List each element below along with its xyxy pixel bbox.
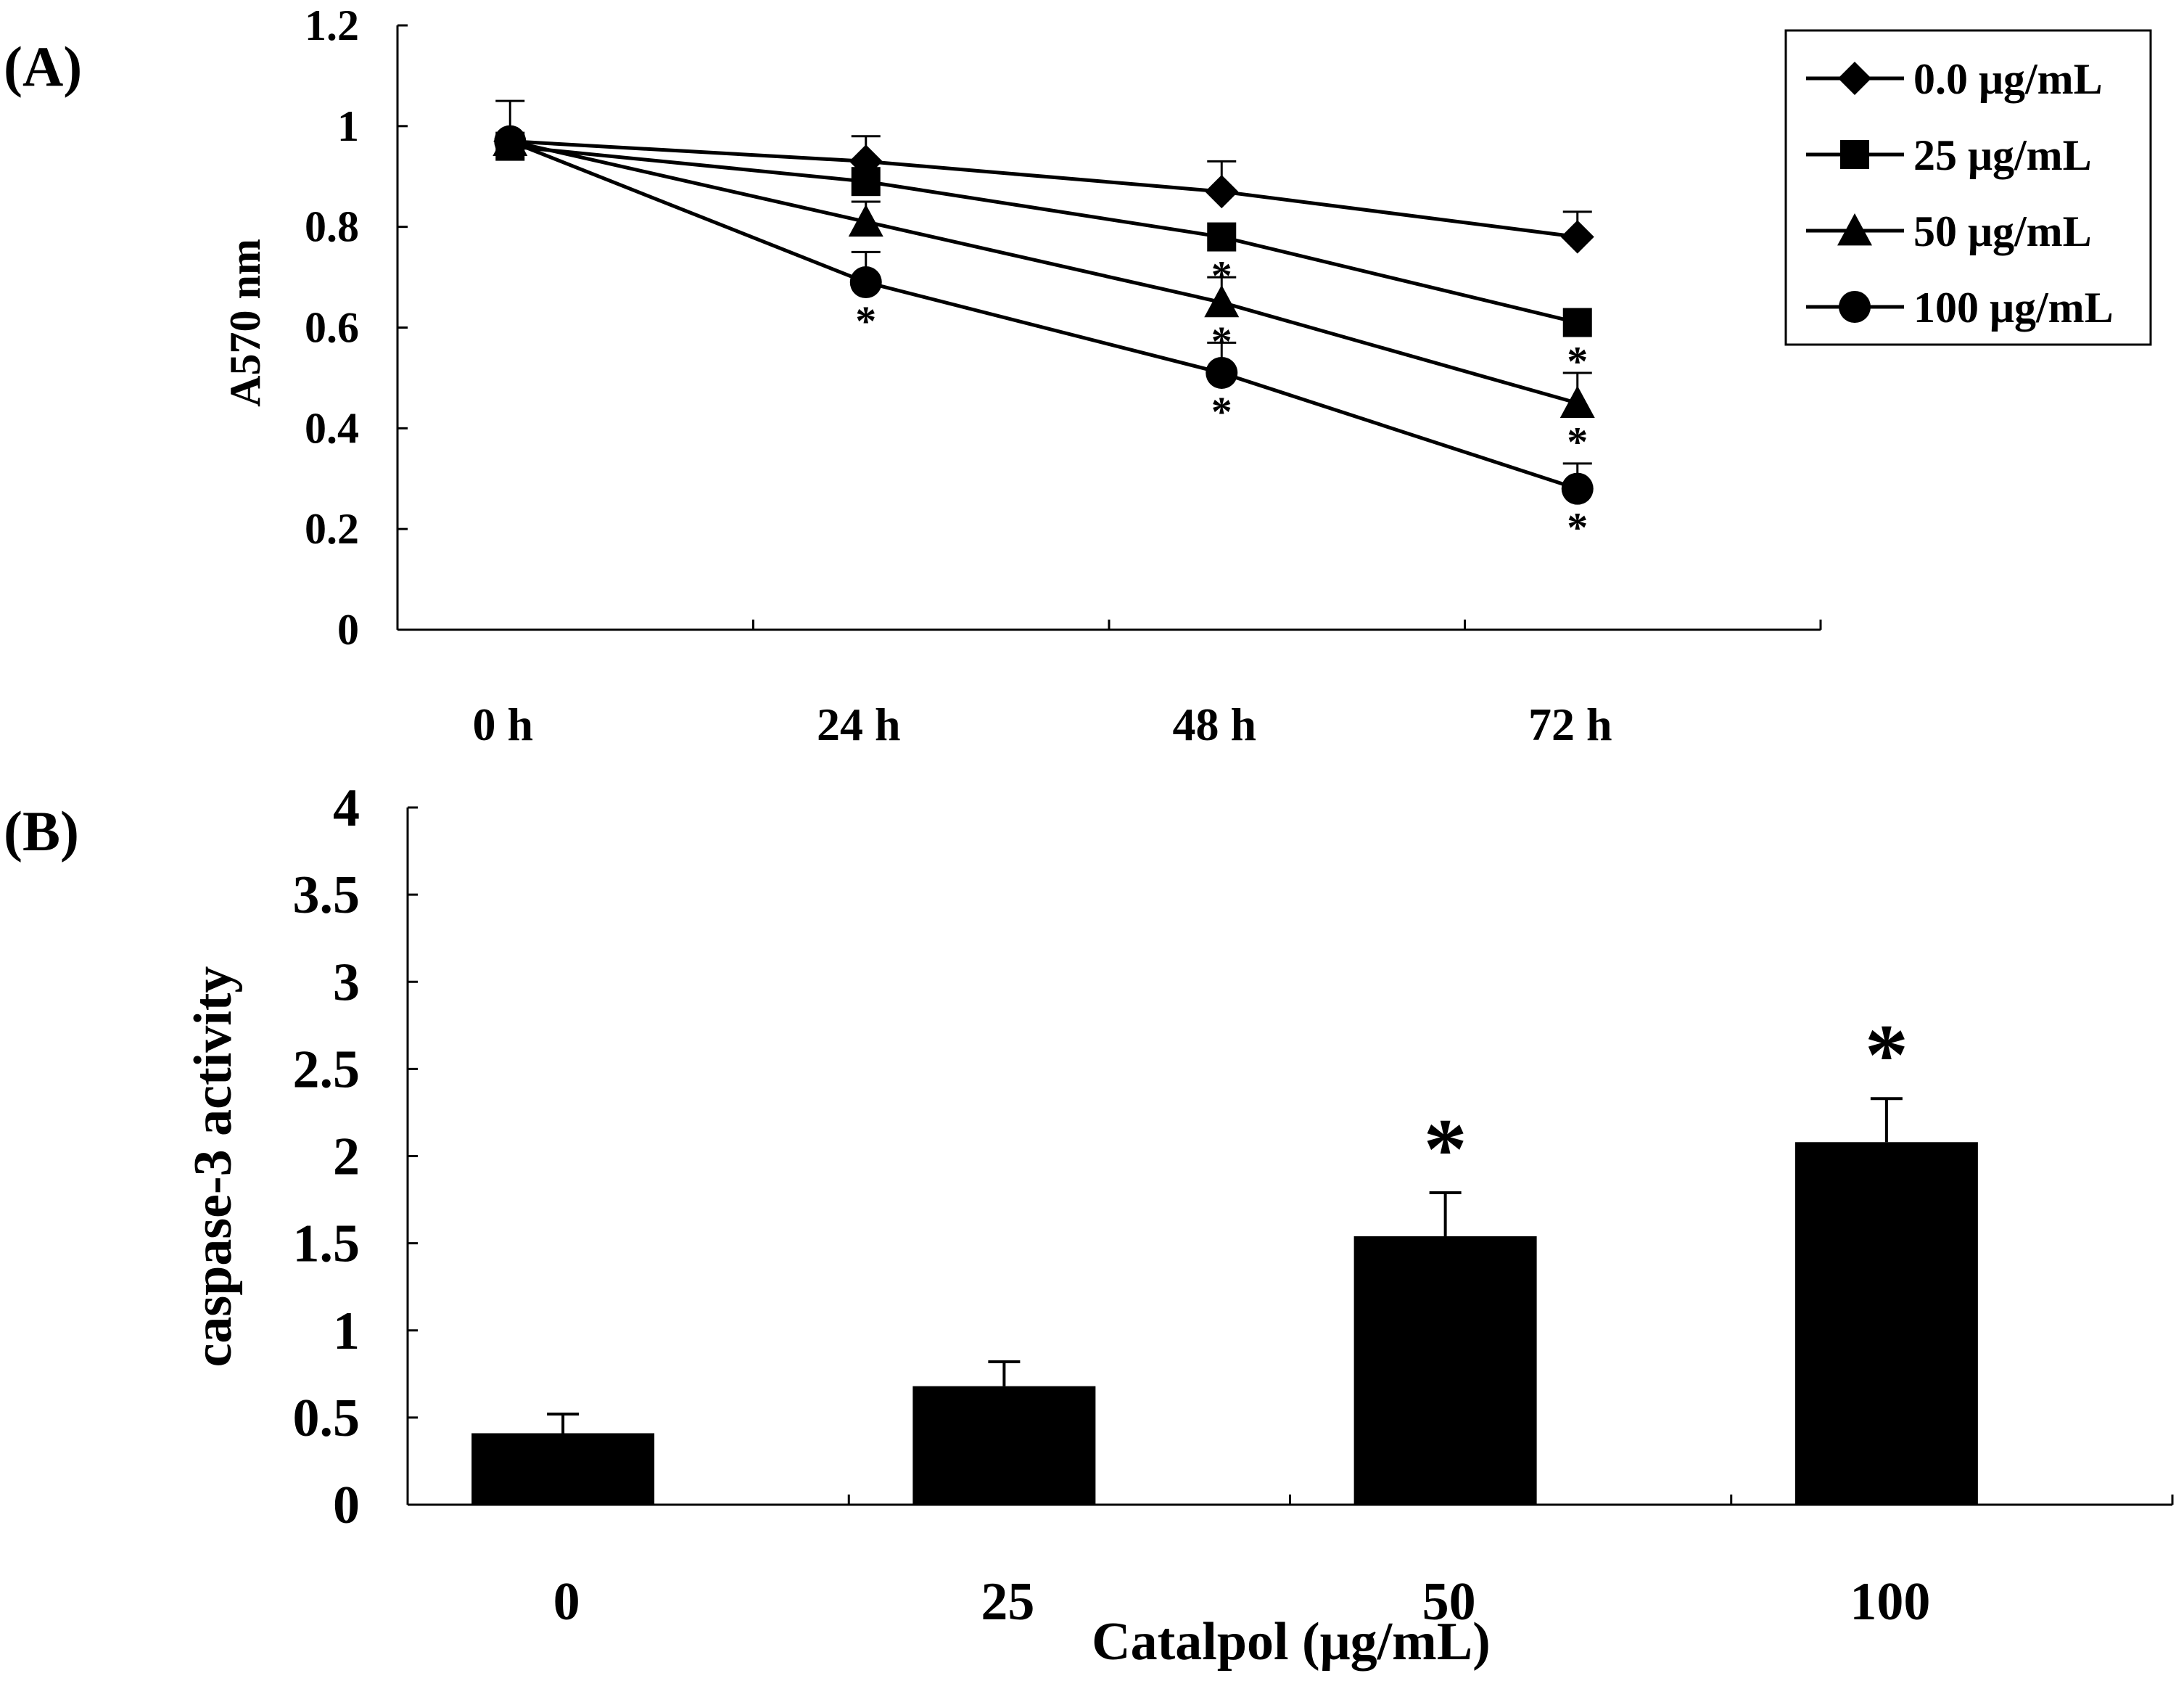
y-tick-label: 0	[333, 1476, 360, 1535]
panel-b-y-axis-label: caspase-3 activity	[184, 966, 243, 1368]
series-line	[509, 139, 1578, 406]
panel-a-x-ticks: 0 h 24 h 48 h 72 h	[472, 699, 1612, 750]
bar-group	[1794, 1097, 1978, 1505]
significance-star: *	[1211, 252, 1232, 300]
bar-group	[912, 1360, 1096, 1505]
series-line	[509, 139, 1578, 491]
significance-star: *	[1211, 318, 1232, 365]
series-line	[510, 139, 1578, 239]
x-tick-label: 25	[981, 1572, 1034, 1632]
legend-entry: 25 μg/mL	[1806, 131, 2092, 179]
data-point	[849, 266, 882, 299]
x-tick-label: 50	[1422, 1572, 1476, 1632]
bar	[1353, 1236, 1537, 1505]
significance-star: *	[1865, 1006, 1908, 1103]
panel-a-significance-markers: * * * * * * *	[855, 252, 1588, 551]
y-tick-label: 1.5	[293, 1214, 360, 1274]
panel-b-bar-chart: (B) caspase-3 activity Catalpol (μg/mL) …	[4, 778, 2174, 1672]
x-tick-label: 0 h	[472, 699, 533, 750]
data-point	[1560, 220, 1594, 254]
bar	[471, 1433, 655, 1505]
legend-entry: 0.0 μg/mL	[1806, 55, 2103, 103]
bar	[912, 1386, 1096, 1505]
y-tick-label: 1	[333, 1302, 360, 1361]
legend-entry: 100 μg/mL	[1806, 284, 2114, 332]
series-square	[495, 131, 1592, 337]
y-tick-label: 3.5	[293, 866, 360, 925]
y-tick-label: 0.8	[305, 203, 359, 251]
series-line	[510, 144, 1578, 324]
data-point	[1559, 385, 1595, 419]
y-tick-label: 0.6	[305, 304, 359, 352]
bar-group	[1353, 1191, 1537, 1505]
y-tick-label: 2	[333, 1127, 360, 1187]
series-circle	[494, 125, 1594, 505]
data-point	[851, 167, 881, 197]
significance-star: *	[1211, 388, 1232, 435]
data-point	[1561, 472, 1594, 505]
panel-a-y-axis-label: A570 nm	[221, 239, 269, 407]
data-point	[848, 204, 883, 237]
panel-a-axes	[396, 25, 1822, 631]
series-diamond	[493, 99, 1594, 254]
panel-b-x-axis-label: Catalpol (μg/mL)	[1092, 1612, 1491, 1672]
panel-a-label: (A)	[4, 35, 82, 98]
series-triangle	[493, 123, 1595, 419]
data-point	[1207, 222, 1237, 252]
panel-a-series	[493, 99, 1595, 505]
x-tick-label: 72 h	[1528, 699, 1612, 750]
x-tick-label: 100	[1850, 1572, 1930, 1632]
y-tick-label: 0.5	[293, 1389, 360, 1448]
legend-marker	[1840, 140, 1869, 169]
legend-label: 0.0 μg/mL	[1913, 55, 2103, 103]
x-tick-label: 24 h	[817, 699, 901, 750]
panel-b-label: (B)	[4, 800, 79, 863]
panel-b-y-ticks: 0 0.5 1 1.5 2 2.5 3 3.5 4	[293, 778, 418, 1535]
legend-label: 50 μg/mL	[1913, 207, 2092, 255]
data-point	[1562, 308, 1592, 337]
legend-entry: 50 μg/mL	[1806, 207, 2092, 255]
significance-star: *	[855, 297, 876, 345]
data-point	[1204, 284, 1240, 318]
significance-star: *	[1424, 1101, 1467, 1197]
y-tick-label: 1.2	[305, 1, 359, 49]
panel-a-y-ticks: 0 0.2 0.4 0.6 0.8 1 1.2	[305, 1, 408, 654]
significance-star: *	[1567, 419, 1588, 466]
y-tick-label: 0	[337, 606, 359, 654]
legend-marker	[1837, 213, 1872, 246]
y-tick-label: 1	[337, 102, 359, 150]
y-tick-label: 3	[333, 953, 360, 1012]
y-tick-label: 0.4	[305, 404, 359, 452]
x-tick-label: 0	[553, 1572, 580, 1632]
panel-a-legend: 0.0 μg/mL 25 μg/mL 50 μg/mL 100 μg/mL	[1784, 29, 2152, 346]
bar-group	[471, 1413, 655, 1505]
legend-marker	[1838, 62, 1871, 95]
legend-label: 25 μg/mL	[1913, 131, 2092, 179]
panel-b-significance-markers: **	[1424, 1006, 1908, 1197]
data-point	[1205, 175, 1239, 209]
significance-star: *	[1567, 338, 1588, 385]
panel-b-x-ticks: 0 25 50 100	[553, 1572, 1931, 1632]
y-tick-label: 4	[333, 778, 360, 838]
x-tick-label: 48 h	[1172, 699, 1256, 750]
significance-star: *	[1567, 504, 1588, 551]
legend-marker	[1839, 291, 1871, 323]
legend-label: 100 μg/mL	[1913, 284, 2114, 332]
data-point	[494, 125, 527, 157]
y-tick-label: 2.5	[293, 1040, 360, 1099]
data-point	[1206, 356, 1238, 389]
panel-a-line-chart: (A) A570 nm 0 0.2 0.4 0.6 0.8 1 1.2 0 h 24 h 48 …	[4, 1, 2152, 750]
y-tick-label: 0.2	[305, 505, 359, 553]
panel-b-bars	[471, 1097, 1978, 1505]
bar	[1794, 1142, 1978, 1505]
